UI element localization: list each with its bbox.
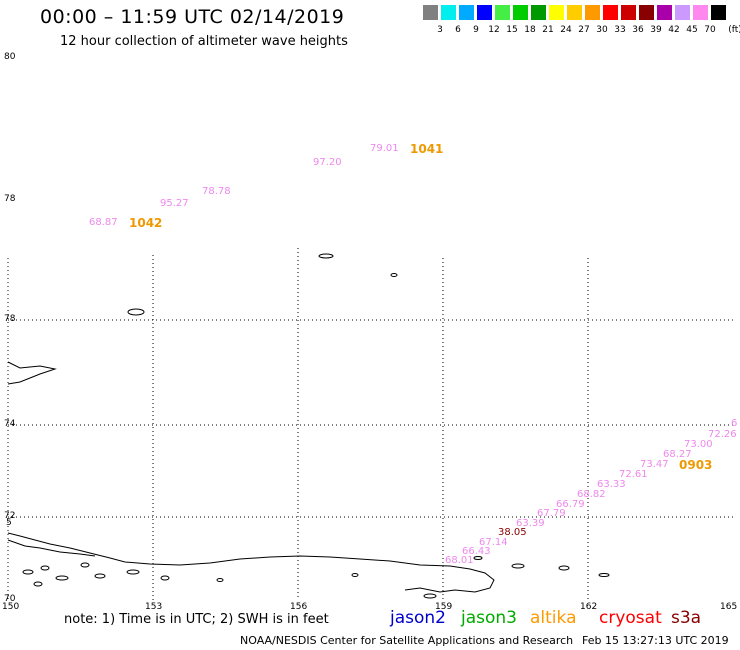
legend-swatch — [567, 5, 582, 20]
wave-height-label: 79.01 — [370, 143, 399, 154]
lon-label-162: 162 — [580, 602, 598, 612]
satellite-s3a: s3a — [671, 608, 702, 628]
legend-swatch — [657, 5, 672, 20]
satellite-altika: altika — [530, 608, 577, 628]
legend-label: 12 — [488, 25, 500, 35]
footer-note: note: 1) Time is in UTC; 2) SWH is in fe… — [64, 612, 329, 627]
pass-time-label: 1041 — [410, 142, 444, 156]
lat-label-78-top: 78 — [4, 194, 16, 204]
wave-height-label: 97.20 — [313, 157, 342, 168]
satellite-cryosat: cryosat — [599, 608, 662, 628]
legend-label: 39 — [650, 25, 662, 35]
legend-swatch — [423, 5, 438, 20]
lon-label-159: 159 — [435, 602, 453, 612]
wave-height-label: 66.79 — [556, 499, 585, 510]
wave-height-label: 68.01 — [445, 555, 474, 566]
legend-label: 36 — [632, 25, 644, 35]
legend-label: 3 — [437, 25, 443, 35]
satellite-jason3: jason3 — [461, 608, 517, 628]
legend-swatch — [585, 5, 600, 20]
wave-height-label: 68.87 — [89, 217, 118, 228]
wave-height-label: 72.61 — [619, 469, 648, 480]
map-title: 00:00 – 11:59 UTC 02/14/2019 — [40, 6, 345, 28]
legend-label: 42 — [668, 25, 680, 35]
legend-swatch — [603, 5, 618, 20]
wave-height-label: 6 — [731, 418, 738, 429]
legend-swatch — [639, 5, 654, 20]
wave-height-label: 95.27 — [160, 198, 189, 209]
map-subtitle: 12 hour collection of altimeter wave hei… — [60, 34, 348, 49]
lat-lon-grid — [7, 248, 735, 600]
legend-swatch — [693, 5, 708, 20]
legend-label: 18 — [524, 25, 536, 35]
lon-label-156: 156 — [290, 602, 308, 612]
satellite-jason2: jason2 — [390, 608, 446, 628]
legend-label: 21 — [542, 25, 554, 35]
wave-height-label: 72.26 — [708, 429, 737, 440]
lat-label-74: 74 — [4, 419, 16, 429]
legend-label: 9 — [473, 25, 479, 35]
wave-height-label: 73.47 — [640, 459, 669, 470]
lon-label-153: 153 — [145, 602, 163, 612]
pass-time-label: 0903 — [679, 458, 713, 472]
legend-label: 45 — [686, 25, 698, 35]
wave-height-label: 66.43 — [462, 546, 491, 557]
lat-label-70: 70 — [4, 594, 16, 604]
legend-label: 27 — [578, 25, 590, 35]
legend-unit: (ft) — [728, 25, 740, 35]
legend-swatch — [711, 5, 726, 20]
lat-label-80: 80 — [4, 52, 16, 62]
wave-height-label: 63.33 — [597, 479, 626, 490]
legend-label: 30 — [596, 25, 608, 35]
wave-height-label: 67.14 — [479, 537, 508, 548]
legend-swatch — [477, 5, 492, 20]
generated-timestamp: Feb 15 13:27:13 UTC 2019 — [582, 634, 729, 647]
wave-height-label-dark: 38.05 — [498, 527, 527, 538]
lon-label-165: 165 — [720, 602, 738, 612]
legend-swatch — [675, 5, 690, 20]
lat-label-78: 78 — [4, 314, 16, 324]
wave-height-label: 68.82 — [577, 489, 606, 500]
legend-swatch — [495, 5, 510, 20]
legend-swatch — [441, 5, 456, 20]
wave-height-label: 73.00 — [684, 439, 713, 450]
wave-height-label: 67.79 — [537, 508, 566, 519]
legend-swatch — [459, 5, 474, 20]
legend-label: 33 — [614, 25, 626, 35]
legend-label: 15 — [506, 25, 518, 35]
wave-height-label: 78.78 — [202, 186, 231, 197]
credit-line: NOAA/NESDIS Center for Satellite Applica… — [240, 634, 574, 647]
coastline — [7, 253, 610, 599]
wave-height-label: 63.39 — [516, 518, 545, 529]
pass-time-label: 1042 — [129, 216, 163, 230]
wave-height-label: 68.27 — [663, 449, 692, 460]
legend-label: 6 — [455, 25, 461, 35]
legend-swatch — [549, 5, 564, 20]
legend-label: 24 — [560, 25, 572, 35]
lat-label-72: 72 — [4, 511, 16, 521]
legend-swatch — [531, 5, 546, 20]
legend-label: 70 — [704, 25, 716, 35]
legend-swatch — [513, 5, 528, 20]
legend-swatch — [621, 5, 636, 20]
lat-label-partial: 5 — [6, 518, 12, 528]
lon-label-150: 150 — [2, 602, 20, 612]
